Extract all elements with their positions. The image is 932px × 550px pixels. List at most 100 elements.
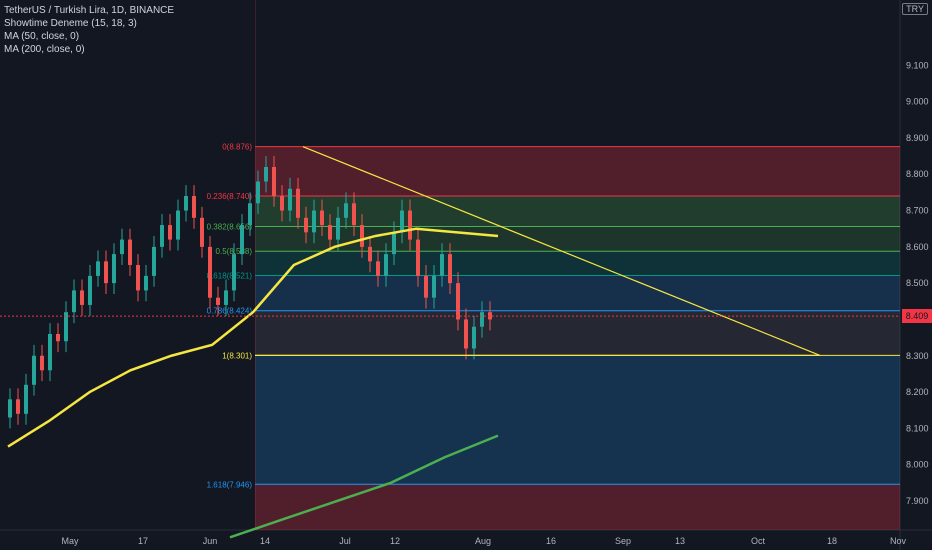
candle-body <box>144 275 148 291</box>
fib-zone <box>255 251 900 276</box>
candle-body <box>248 203 252 226</box>
chart-legend: TetherUS / Turkish Lira, 1D, BINANCE Sho… <box>4 4 174 56</box>
candle-body <box>336 217 340 240</box>
candle-body <box>296 188 300 218</box>
candle-body <box>16 399 20 414</box>
x-tick-label: May <box>61 536 79 546</box>
candle-body <box>8 399 12 418</box>
candle-body <box>176 210 180 240</box>
candle-body <box>88 275 92 305</box>
candle-body <box>128 239 132 265</box>
fib-zone <box>255 226 900 252</box>
candle-body <box>64 312 68 342</box>
candle-body <box>440 254 444 276</box>
candle-body <box>256 181 260 204</box>
y-tick-label: 8.800 <box>906 169 929 179</box>
candle-body <box>168 225 172 240</box>
candle-body <box>152 246 156 276</box>
x-tick-label: 13 <box>675 536 685 546</box>
candle-body <box>208 246 212 298</box>
x-tick-label: Nov <box>890 536 907 546</box>
fib-zone <box>255 146 900 197</box>
candle-body <box>24 384 28 414</box>
candle-body <box>424 275 428 298</box>
candle-body <box>416 239 420 276</box>
fib-label: 0.236(8.740) <box>207 192 253 201</box>
candle-body <box>320 210 324 226</box>
x-tick-label: Jun <box>203 536 218 546</box>
candle-body <box>288 188 292 211</box>
indicator-ma50[interactable]: MA (50, close, 0) <box>4 31 80 42</box>
fib-zone <box>255 310 900 356</box>
candle-body <box>408 210 412 240</box>
fib-label: 0.618(8.521) <box>207 272 253 281</box>
candle-body <box>232 254 236 291</box>
fib-label: 0.786(8.424) <box>207 307 253 316</box>
y-tick-label: 8.000 <box>906 460 929 470</box>
candle-body <box>392 232 396 255</box>
fib-label: 0(8.876) <box>222 143 252 152</box>
x-tick-label: 14 <box>260 536 270 546</box>
candle-body <box>304 217 308 233</box>
candle-body <box>240 225 244 255</box>
candle-body <box>264 166 268 182</box>
y-tick-label: 9.000 <box>906 97 929 107</box>
candle-body <box>32 355 36 385</box>
x-tick-label: Sep <box>615 536 631 546</box>
fib-zone <box>255 275 900 311</box>
candle-body <box>80 290 84 305</box>
candle-body <box>192 196 196 218</box>
candle-body <box>368 246 372 262</box>
candle-body <box>200 217 204 247</box>
candle-body <box>48 333 52 371</box>
y-tick-label: 7.900 <box>906 496 929 506</box>
y-tick-label: 8.600 <box>906 242 929 252</box>
candle-body <box>216 297 220 305</box>
fib-label: 1(8.301) <box>222 351 252 360</box>
last-price-tag: 8.409 <box>902 309 932 324</box>
ma200-line <box>229 434 499 539</box>
candle-body <box>96 261 100 276</box>
candle-body <box>432 275 436 298</box>
fib-zone <box>255 355 900 485</box>
candle-body <box>384 254 388 276</box>
x-tick-label: 16 <box>546 536 556 546</box>
candle-body <box>40 355 44 371</box>
candle-body <box>224 290 228 305</box>
candle-body <box>112 254 116 284</box>
candle-body <box>272 166 276 197</box>
candle-body <box>328 225 332 240</box>
y-tick-label: 8.700 <box>906 206 929 216</box>
x-tick-label: Oct <box>751 536 766 546</box>
fib-zone <box>255 196 900 227</box>
candle-body <box>360 225 364 247</box>
x-tick-label: 17 <box>138 536 148 546</box>
y-tick-label: 8.900 <box>906 133 929 143</box>
fib-label: 0.382(8.656) <box>207 223 253 232</box>
y-tick-label: 8.500 <box>906 278 929 288</box>
candle-body <box>184 196 188 211</box>
symbol-title: TetherUS / Turkish Lira, 1D, BINANCE <box>4 5 175 16</box>
candle-body <box>72 290 76 313</box>
indicator-showtime[interactable]: Showtime Deneme (15, 18, 3) <box>4 18 137 29</box>
x-tick-label: Jul <box>339 536 351 546</box>
candle-body <box>56 333 60 342</box>
currency-badge[interactable]: TRY <box>902 3 928 15</box>
fib-edge <box>255 0 256 530</box>
trendline-upper <box>302 146 821 356</box>
candle-body <box>312 210 316 233</box>
candle-body <box>400 210 404 233</box>
x-tick-label: Aug <box>475 536 491 546</box>
x-tick-label: 12 <box>390 536 400 546</box>
y-tick-label: 9.100 <box>906 60 929 70</box>
candle-body <box>464 319 468 349</box>
candle-body <box>352 203 356 226</box>
candle-body <box>472 326 476 349</box>
candle-body <box>104 261 108 284</box>
candle-body <box>448 254 452 284</box>
indicator-ma200[interactable]: MA (200, close, 0) <box>4 44 85 55</box>
candle-body <box>136 265 140 291</box>
y-tick-label: 8.300 <box>906 351 929 361</box>
candle-body <box>344 203 348 218</box>
